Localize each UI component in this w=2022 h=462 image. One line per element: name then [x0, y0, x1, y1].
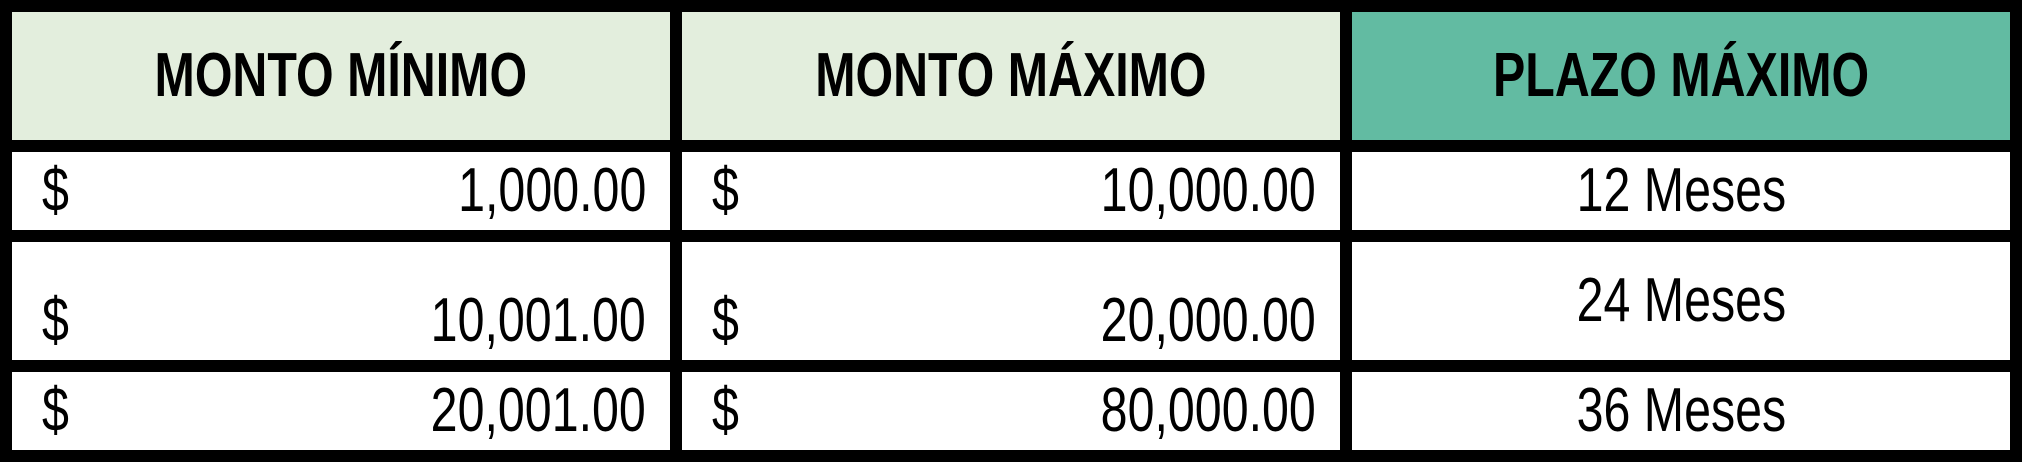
header-monto-minimo-label: MONTO MÍNIMO — [154, 41, 528, 110]
header-monto-maximo: MONTO MÁXIMO — [682, 12, 1340, 140]
row3-monto-maximo-cell: $ 80,000.00 — [682, 372, 1340, 450]
row3-plazo-cell: 36 Meses — [1352, 372, 2010, 450]
amount-value: 80,000.00 — [1100, 376, 1316, 445]
amount-value: 20,001.00 — [430, 376, 646, 445]
amount-value: 10,001.00 — [430, 286, 646, 355]
currency-symbol: $ — [42, 376, 69, 445]
currency-symbol: $ — [42, 286, 69, 355]
plazo-value: 24 Meses — [1576, 266, 1786, 335]
amount-value: 1,000.00 — [457, 156, 646, 225]
row2-plazo-cell: 24 Meses — [1352, 242, 2010, 360]
row3-monto-minimo-cell: $ 20,001.00 — [12, 372, 670, 450]
row1-monto-maximo-cell: $ 10,000.00 — [682, 152, 1340, 230]
header-monto-maximo-label: MONTO MÁXIMO — [815, 41, 1207, 110]
currency-symbol: $ — [712, 156, 739, 225]
plazo-value: 12 Meses — [1576, 156, 1786, 225]
amount-value: 10,000.00 — [1100, 156, 1316, 225]
row2-monto-minimo-cell: $ 10,001.00 — [12, 242, 670, 360]
currency-symbol: $ — [712, 286, 739, 355]
row1-monto-minimo-cell: $ 1,000.00 — [12, 152, 670, 230]
currency-symbol: $ — [712, 376, 739, 445]
currency-symbol: $ — [42, 156, 69, 225]
header-monto-minimo: MONTO MÍNIMO — [12, 12, 670, 140]
header-plazo-maximo: PLAZO MÁXIMO — [1352, 12, 2010, 140]
header-plazo-maximo-label: PLAZO MÁXIMO — [1492, 41, 1870, 110]
plazo-value: 36 Meses — [1576, 376, 1786, 445]
amount-value: 20,000.00 — [1100, 286, 1316, 355]
row1-plazo-cell: 12 Meses — [1352, 152, 2010, 230]
row2-monto-maximo-cell: $ 20,000.00 — [682, 242, 1340, 360]
